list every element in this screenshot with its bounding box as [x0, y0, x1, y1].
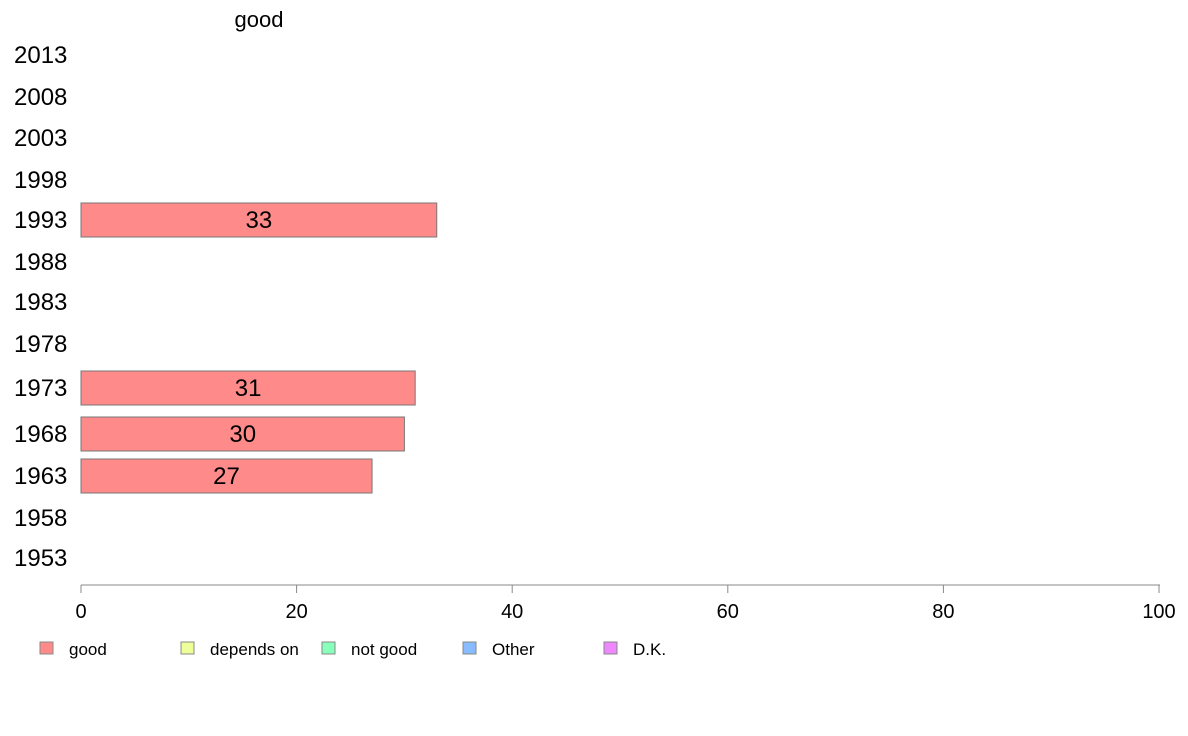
bar: [80, 370, 416, 406]
category-label: 2003: [14, 125, 67, 152]
category-label: 1993: [14, 207, 67, 234]
data-label: 27: [213, 463, 240, 490]
legend-swatch: [39, 641, 54, 655]
category-label: 1953: [14, 545, 67, 572]
bar: [80, 458, 373, 494]
category-label: 2008: [14, 84, 67, 111]
category-label: 1973: [14, 375, 67, 402]
x-tick-label: 0: [75, 601, 86, 623]
legend-swatch: [462, 641, 477, 655]
category-label: 1968: [14, 421, 67, 448]
legend-label: not good: [351, 640, 417, 659]
data-label: 30: [229, 421, 256, 448]
legend-label: Other: [492, 640, 535, 659]
category-label: 2013: [14, 42, 67, 69]
x-tick-label: 100: [1142, 601, 1175, 623]
legend-swatch: [321, 641, 336, 655]
legend-swatch: [603, 641, 618, 655]
data-label: 33: [246, 207, 273, 234]
category-label: 1983: [14, 289, 67, 316]
category-label: 1963: [14, 463, 67, 490]
legend-swatch: [180, 641, 195, 655]
bar: [80, 202, 438, 238]
category-label: 1988: [14, 249, 67, 276]
category-label: 1998: [14, 167, 67, 194]
legend-label: depends on: [210, 640, 299, 659]
x-tick-label: 40: [501, 601, 523, 623]
legend-label: D.K.: [633, 640, 666, 659]
x-tick-label: 80: [932, 601, 954, 623]
data-label: 31: [235, 375, 262, 402]
bar: [80, 416, 405, 452]
column-header: good: [235, 7, 284, 32]
legend-label: good: [69, 640, 107, 659]
category-label: 1978: [14, 331, 67, 358]
x-tick-label: 20: [285, 601, 307, 623]
category-label: 1958: [14, 505, 67, 532]
x-tick-label: 60: [717, 601, 739, 623]
